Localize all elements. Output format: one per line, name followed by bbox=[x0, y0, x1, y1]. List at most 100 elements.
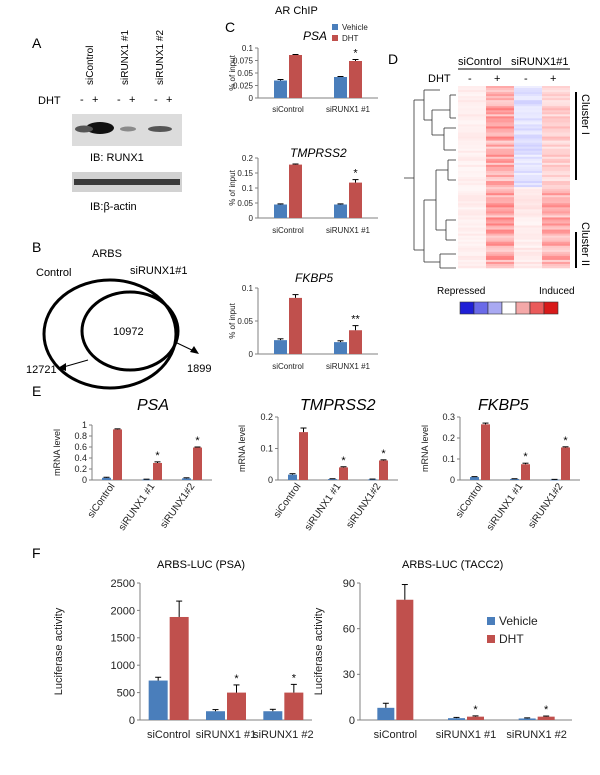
y-tick-label: 0.2 bbox=[260, 412, 273, 422]
heatmap-cell bbox=[542, 183, 570, 186]
heatmap-cell bbox=[486, 233, 514, 236]
heatmap-cell bbox=[486, 98, 514, 101]
heatmap-cell bbox=[514, 122, 542, 125]
heatmap-cell bbox=[458, 116, 486, 119]
significance-star: * bbox=[234, 673, 239, 685]
heatmap-cell bbox=[542, 217, 570, 220]
heatmap-cell bbox=[458, 120, 486, 123]
heatmap-cell bbox=[542, 255, 570, 259]
heatmap-cell bbox=[542, 146, 570, 149]
heatmap-cell bbox=[514, 116, 542, 119]
sign-5: - bbox=[154, 94, 158, 106]
heatmap-cell bbox=[458, 90, 486, 93]
heatmap-cell bbox=[458, 106, 486, 109]
venn-title: ARBS bbox=[92, 248, 122, 260]
heatmap-cell bbox=[514, 90, 542, 93]
heatmap-cell bbox=[486, 241, 514, 245]
y-axis-label: % of input bbox=[228, 169, 237, 205]
y-axis-label: mRNA level bbox=[420, 425, 430, 472]
heatmap-cell bbox=[486, 197, 514, 200]
heatmap-cell bbox=[486, 162, 514, 166]
heatmap-cell bbox=[458, 245, 486, 249]
legend-label-dht: DHT bbox=[499, 632, 524, 646]
heatmap-cell bbox=[486, 124, 514, 127]
heatmap-cell bbox=[542, 162, 570, 166]
band-runx1-sicontrol-veh bbox=[75, 125, 93, 133]
y-tick-label: 0 bbox=[249, 214, 254, 223]
bar-dht-sirunx1-1 bbox=[339, 467, 348, 480]
bar-vehicle-sirunx1-1 bbox=[334, 204, 347, 218]
heatmap-cell bbox=[486, 148, 514, 152]
heatmap-cell bbox=[514, 229, 542, 232]
bar-dht-sirunx1-2 bbox=[379, 460, 388, 480]
heatmap-cell bbox=[542, 138, 570, 141]
heatmap-cell bbox=[458, 179, 486, 182]
heatmap-cell bbox=[514, 158, 542, 162]
heatmap-cell bbox=[458, 154, 486, 158]
heatmap-cell bbox=[542, 120, 570, 123]
heatmap-cell bbox=[542, 140, 570, 143]
band-runx1-sicontrol-dht bbox=[86, 122, 114, 134]
heatmap-cell bbox=[514, 215, 542, 218]
panel-d-heatmap: siControl siRUNX1#1 DHT - + - + Cluster … bbox=[404, 56, 591, 315]
blot-runx1-label: IB: RUNX1 bbox=[90, 152, 144, 164]
chart-title: FKBP5 bbox=[295, 271, 333, 285]
heatmap-sign-2: + bbox=[494, 73, 500, 85]
y-tick-label: 0.05 bbox=[237, 199, 253, 208]
heatmap-cell bbox=[542, 261, 570, 265]
y-tick-label: 1500 bbox=[111, 633, 135, 645]
heatmap-cell bbox=[486, 189, 514, 192]
heatmap-cell bbox=[458, 118, 486, 121]
heatmap-cell bbox=[542, 197, 570, 200]
heatmap-cell bbox=[514, 92, 542, 95]
heatmap-cell bbox=[542, 195, 570, 198]
heatmap-cell bbox=[514, 152, 542, 156]
heatmap-cell bbox=[486, 156, 514, 160]
heatmap-cell bbox=[514, 164, 542, 168]
venn-left-only-count: 12721 bbox=[26, 364, 57, 376]
heatmap-cell bbox=[458, 221, 486, 224]
heatmap-cell bbox=[514, 207, 542, 210]
bar-vehicle-sicontrol bbox=[274, 340, 287, 354]
category-label: siControl bbox=[147, 729, 190, 741]
heatmap-cell bbox=[514, 130, 542, 133]
heatmap-cell bbox=[486, 247, 514, 251]
heatmap-cell bbox=[458, 146, 486, 149]
heatmap-cell bbox=[542, 227, 570, 230]
bar-vehicle-sirunx1-2 bbox=[368, 479, 377, 481]
heatmap-cell bbox=[486, 134, 514, 137]
heatmap-cell bbox=[486, 132, 514, 135]
heatmap-cell bbox=[486, 193, 514, 196]
y-tick-label: 0 bbox=[268, 475, 273, 485]
heatmap-cell bbox=[458, 86, 486, 89]
heatmap-cell bbox=[542, 156, 570, 160]
heatmap-cell bbox=[458, 243, 486, 247]
heatmap-cell bbox=[458, 98, 486, 101]
heatmap-cell bbox=[514, 261, 542, 265]
bar-dht-sirunx1-2 bbox=[537, 716, 555, 720]
heatmap-cell bbox=[514, 205, 542, 208]
heatmap-sign-3: - bbox=[524, 73, 528, 85]
bar-dht-sirunx1-1 bbox=[349, 182, 362, 218]
heatmap-cell bbox=[486, 106, 514, 109]
heatmap-cell bbox=[542, 130, 570, 133]
heatmap-cell bbox=[486, 237, 514, 240]
heatmap-cell bbox=[542, 223, 570, 226]
heatmap-cell bbox=[542, 235, 570, 238]
heatmap-cell bbox=[514, 138, 542, 141]
heatmap-cell bbox=[514, 237, 542, 240]
scale-swatch bbox=[501, 301, 517, 315]
y-tick-label: 0.05 bbox=[237, 317, 253, 326]
bar-dht-sirunx1-2 bbox=[561, 447, 570, 480]
category-label: siRUNX1 #1 bbox=[485, 481, 526, 533]
heatmap-cell bbox=[458, 215, 486, 218]
heatmap-cell bbox=[542, 112, 570, 115]
heatmap-cell bbox=[486, 243, 514, 247]
bar-dht-sicontrol bbox=[289, 164, 302, 218]
y-tick-label: 500 bbox=[117, 687, 135, 699]
heatmap-cell bbox=[542, 177, 570, 180]
heatmap-cell bbox=[486, 199, 514, 202]
heatmap-cell bbox=[486, 187, 514, 190]
bar-vehicle-sirunx1-1 bbox=[448, 718, 465, 720]
heatmap-cell bbox=[542, 118, 570, 121]
